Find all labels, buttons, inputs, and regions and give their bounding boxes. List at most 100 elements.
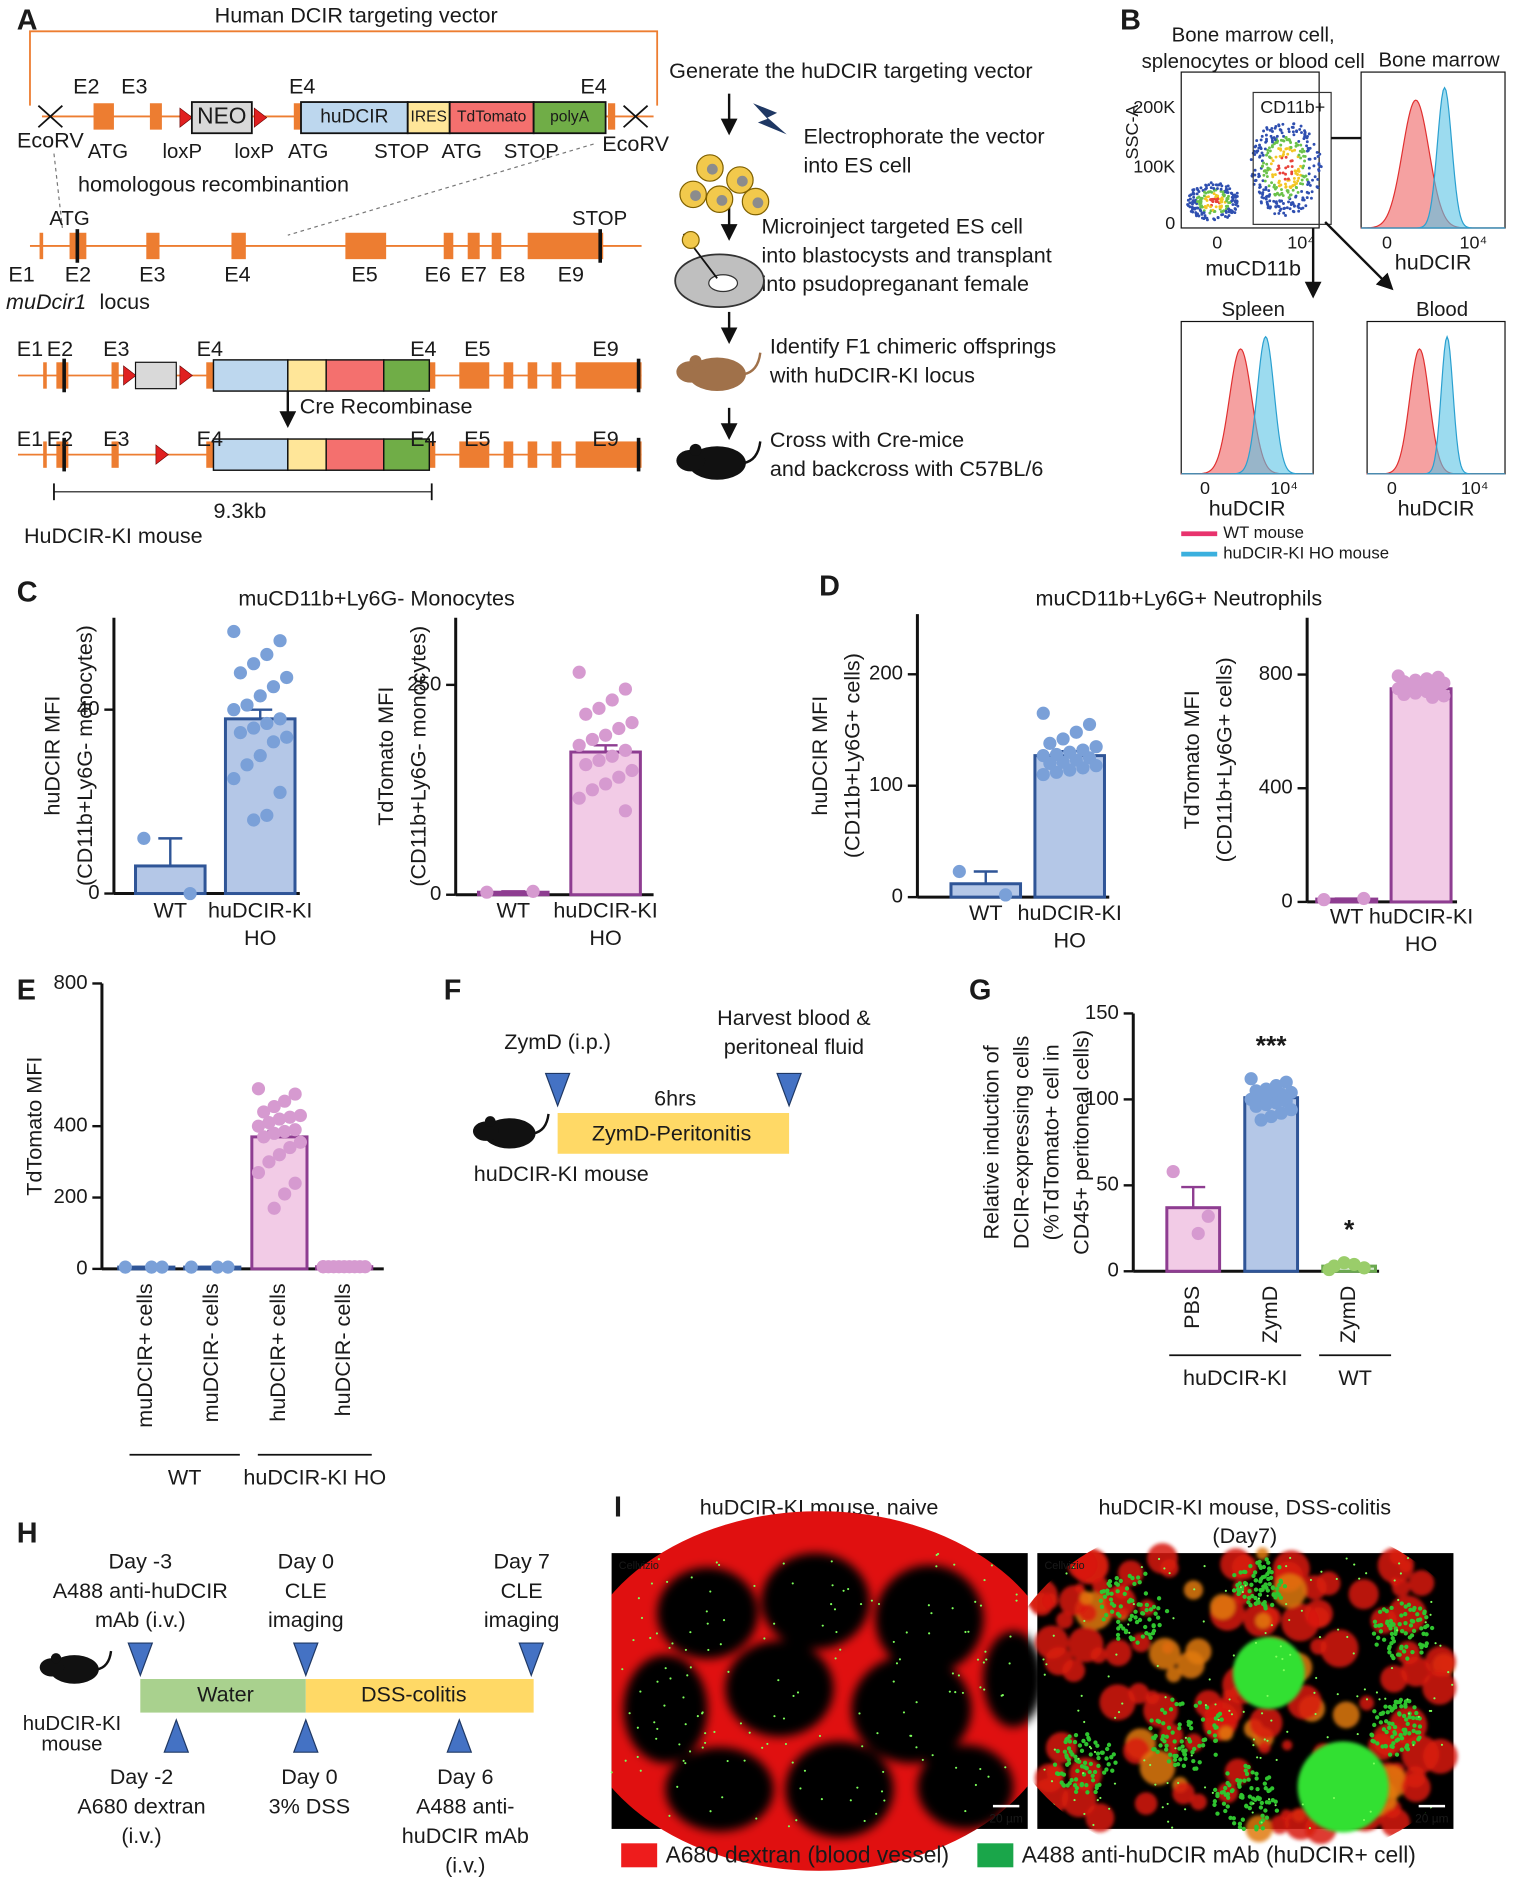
cell-dot [1191, 200, 1194, 204]
label: Harvest blood & [717, 1005, 871, 1030]
speckle [766, 1742, 769, 1745]
error-bar [158, 837, 183, 866]
speckle [951, 1672, 954, 1675]
speckle [1115, 1653, 1118, 1656]
speckle [915, 1701, 918, 1704]
data-point [288, 1123, 302, 1137]
vessel-patch [1160, 1558, 1179, 1578]
cell-speckle [1099, 1604, 1105, 1609]
cell-speckle [1401, 1713, 1407, 1719]
cell-dot [1253, 145, 1257, 149]
cell-speckle [1121, 1626, 1126, 1631]
label: homologous recombinantion [78, 172, 349, 197]
cell-dot [1205, 199, 1209, 202]
label: E4 [580, 73, 606, 98]
speckle [1108, 1807, 1111, 1810]
cell-dot [1204, 206, 1208, 210]
cell-signal [1297, 1741, 1389, 1833]
cell-speckle [1387, 1752, 1393, 1757]
cell-speckle [1151, 1747, 1156, 1752]
speckle [656, 1727, 659, 1730]
speckle [935, 1553, 938, 1557]
speckle [1121, 1702, 1124, 1705]
cell-speckle [1401, 1649, 1407, 1654]
label: Human DCIR targeting vector [215, 3, 498, 28]
cell-speckle [1207, 1730, 1212, 1735]
speckle [895, 1662, 899, 1665]
cell-speckle [1422, 1610, 1427, 1616]
data-point [612, 770, 626, 784]
cut-site [622, 104, 649, 128]
cell-speckle [1108, 1597, 1114, 1602]
label: ATG [442, 141, 482, 163]
cell-speckle [1407, 1699, 1412, 1704]
cell-dot [1205, 184, 1208, 188]
cell-speckle [1407, 1714, 1412, 1720]
data-point [267, 1201, 281, 1215]
speckle [782, 1562, 785, 1565]
x-tick-label: huDCIR-KI HO [208, 898, 313, 950]
cell-dot [1253, 173, 1257, 177]
es-cell [681, 230, 700, 249]
y-tick-label: 100 [1085, 1088, 1119, 1110]
cell-speckle [1248, 1563, 1253, 1569]
cell-dot [1205, 186, 1208, 190]
cell-speckle [1403, 1604, 1408, 1609]
cell-speckle [1177, 1726, 1182, 1731]
cell-speckle [1153, 1611, 1158, 1616]
cell-speckle [1116, 1636, 1121, 1641]
cell-speckle [1105, 1746, 1110, 1752]
cell-dot [1291, 188, 1295, 192]
cell-dot [1284, 147, 1288, 151]
speckle [636, 1755, 639, 1759]
label: E4 [289, 73, 315, 98]
cell-dot [1297, 202, 1301, 206]
cell-speckle [1114, 1581, 1119, 1586]
label: (i.v.) [445, 1852, 485, 1877]
speckle [1224, 1589, 1227, 1592]
vessel-patch [1190, 1793, 1207, 1811]
data-point [618, 682, 633, 696]
speckle [1430, 1600, 1433, 1604]
label: E9 [592, 426, 618, 451]
cell-speckle [1246, 1595, 1252, 1601]
label: E2 [65, 262, 91, 287]
cell-speckle [1237, 1821, 1243, 1826]
speckle [688, 1750, 692, 1753]
cell-speckle [1094, 1783, 1100, 1788]
exon [43, 441, 47, 468]
cell-dot [1274, 200, 1278, 204]
label: EcoRV [17, 127, 84, 152]
cell-speckle [1402, 1731, 1407, 1736]
label: Day 6 [437, 1764, 493, 1789]
speckle [719, 1643, 722, 1646]
cell-speckle [1116, 1619, 1121, 1625]
cell-dot [1295, 186, 1298, 190]
cell-dot [1260, 165, 1264, 168]
cell-dot [1284, 136, 1288, 140]
loxp-site [253, 107, 268, 128]
label: (Day7) [1212, 1523, 1277, 1548]
cell-speckle [1111, 1752, 1116, 1757]
cell-dot [1278, 209, 1282, 213]
cell-dot [1261, 179, 1265, 183]
cell-dot [1235, 191, 1239, 195]
cell-dot [1277, 124, 1281, 128]
speckle [1356, 1733, 1359, 1736]
x-tick-label: huDCIR-KI HO [553, 898, 658, 950]
label: E3 [103, 336, 129, 361]
speckle [1288, 1618, 1291, 1622]
mouse-body [483, 1118, 536, 1149]
cell-dot [1302, 149, 1306, 153]
cell-dot [1227, 214, 1231, 218]
label: TdTomato [457, 109, 527, 126]
data-point [210, 1260, 225, 1274]
cell-speckle [1237, 1581, 1242, 1586]
vessel-patch [1166, 1667, 1182, 1683]
label: STOP [572, 208, 627, 230]
cell-speckle [1135, 1575, 1141, 1580]
cell-dot [1249, 158, 1253, 162]
cell-speckle [1264, 1815, 1270, 1820]
cell-dot [1318, 152, 1322, 156]
cell-speckle [1101, 1589, 1106, 1594]
